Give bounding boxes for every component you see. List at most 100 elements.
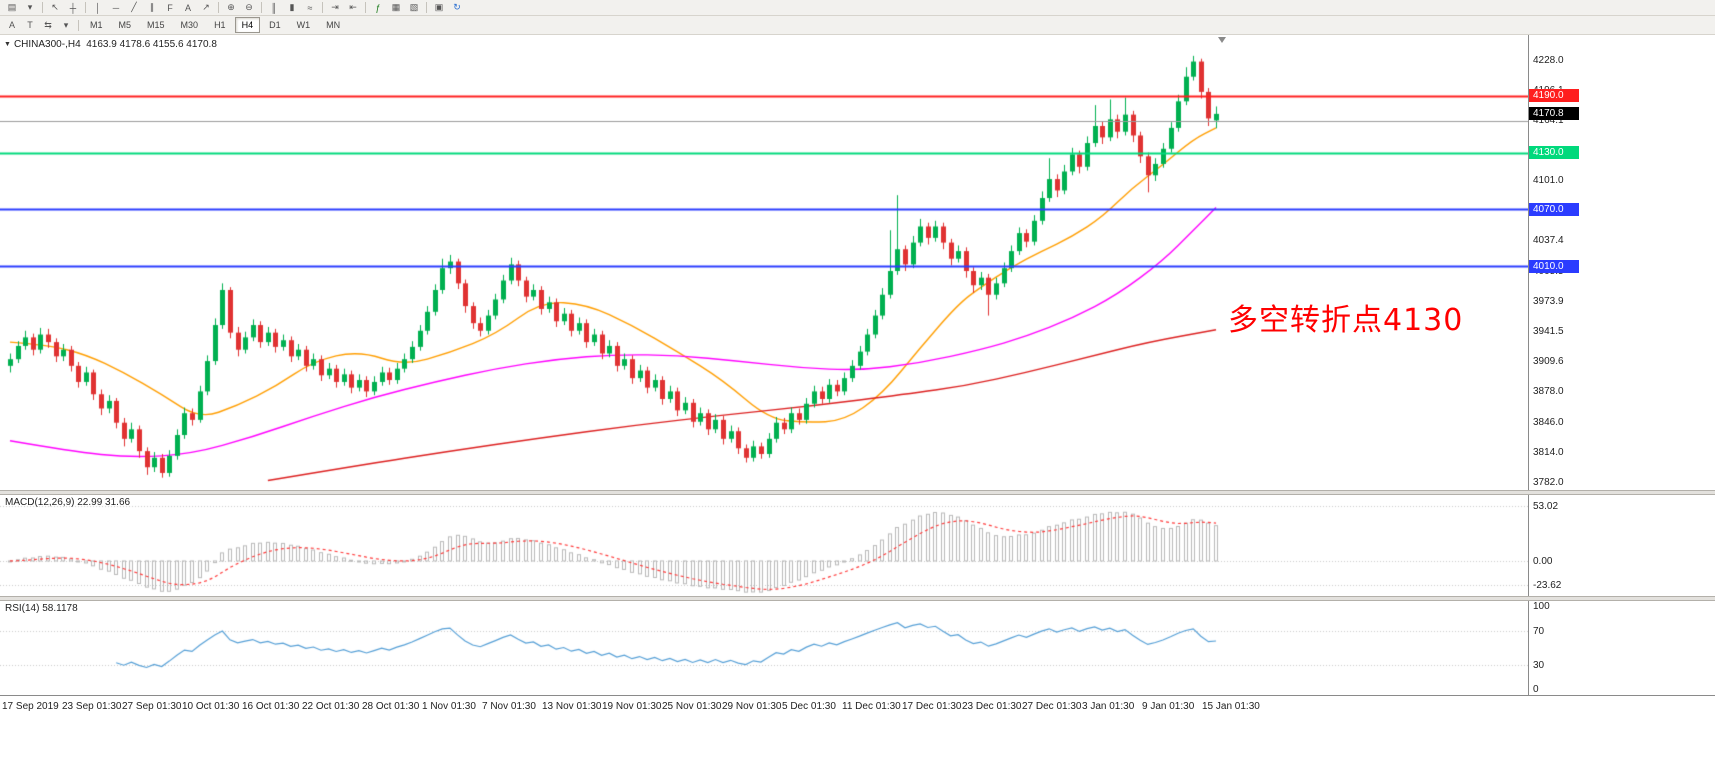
chart-window: ▼ CHINA300-,H4 4163.9 4178.6 4155.6 4170.… xyxy=(0,35,1715,721)
chart-shift-marker[interactable] xyxy=(1218,37,1226,43)
price-tick: 3909.6 xyxy=(1533,356,1564,368)
timeframe-w1[interactable]: W1 xyxy=(296,20,311,30)
rsi-tick: 30 xyxy=(1533,660,1545,672)
text-label-tool[interactable]: A xyxy=(8,20,15,30)
time-axis[interactable]: 17 Sep 2019 23 Sep 01:30 27 Sep 01:30 10 Oc… xyxy=(0,695,1715,721)
chart-collapse-icon[interactable]: ▼ xyxy=(4,41,11,48)
macd-axis[interactable]: 53.02 0.00 -23.62 xyxy=(1528,495,1715,596)
chart-shift-button[interactable]: ⇤ xyxy=(349,2,357,12)
rsi-label: RSI(14) 58.1178 xyxy=(5,603,78,614)
time-tick: 29 Nov 01:30 xyxy=(722,701,782,712)
cursor-tool[interactable]: ↖ xyxy=(51,2,59,12)
price-tick: 3846.0 xyxy=(1533,416,1564,428)
main-chart-panel: ▼ CHINA300-,H4 4163.9 4178.6 4155.6 4170.… xyxy=(0,35,1715,490)
macd-tick: 0.00 xyxy=(1533,555,1553,567)
horizontal-line-tool[interactable]: ─ xyxy=(112,2,120,13)
panel-splitter[interactable] xyxy=(0,490,1715,495)
timeframe-mn[interactable]: MN xyxy=(326,20,341,30)
line-chart-button[interactable]: ≈ xyxy=(307,2,313,13)
fibonacci-tool[interactable]: F xyxy=(167,2,173,13)
macd-tick: 53.02 xyxy=(1533,501,1559,513)
toolbar-objects-group: A T ⇆ ▾ xyxy=(3,19,75,32)
rsi-tick: 70 xyxy=(1533,625,1545,637)
new-chart-dropdown[interactable]: ▾ xyxy=(27,2,33,12)
arrows-tool[interactable]: ↗ xyxy=(202,2,210,12)
refresh-button[interactable]: ↻ xyxy=(453,2,461,12)
candlestick-chart-button[interactable]: ▮ xyxy=(289,2,295,12)
panel-splitter[interactable] xyxy=(0,596,1715,601)
chart-symbol-period: CHINA300-,H4 xyxy=(13,39,81,50)
timeframe-bar: M1 M5 M15 M30 H1 H4 D1 W1 MN xyxy=(82,17,348,33)
macd-canvas[interactable] xyxy=(0,495,1528,596)
time-tick: 15 Jan 01:30 xyxy=(1202,701,1260,712)
time-tick: 1 Nov 01:30 xyxy=(422,701,476,712)
price-tick: 4164.1 xyxy=(1533,115,1564,127)
auto-scroll-button[interactable]: ⇥ xyxy=(331,2,339,12)
vertical-line-tool[interactable]: │ xyxy=(95,2,101,13)
rsi-canvas[interactable] xyxy=(0,601,1528,695)
macd-tick: -23.62 xyxy=(1533,580,1562,592)
price-badge: 4130.0 xyxy=(1529,146,1579,160)
text-box-tool[interactable]: T xyxy=(27,20,33,30)
macd-label: MACD(12,26,9) 22.99 31.66 xyxy=(5,497,131,508)
chart-annotation[interactable]: 多空转折点4130 xyxy=(1228,303,1464,338)
timeframe-d1[interactable]: D1 xyxy=(269,20,281,30)
timeframe-m1[interactable]: M1 xyxy=(90,20,103,30)
objects-dropdown[interactable]: ▾ xyxy=(63,19,69,30)
chart-title: ▼ CHINA300-,H4 4163.9 4178.6 4155.6 4170.… xyxy=(4,39,217,50)
toolbar-separator xyxy=(85,2,86,13)
rsi-axis[interactable]: 100 70 30 0 xyxy=(1528,601,1715,695)
time-tick: 28 Oct 01:30 xyxy=(362,701,420,712)
text-tool[interactable]: A xyxy=(184,2,191,13)
zoom-out-button[interactable]: ⊖ xyxy=(245,2,253,12)
price-badge: 4190.0 xyxy=(1529,89,1579,103)
empty-area xyxy=(0,722,1715,781)
toolbar-separator xyxy=(261,2,262,13)
price-tick: 3782.0 xyxy=(1533,477,1564,489)
toolbar-separator xyxy=(218,2,219,13)
rsi-panel: RSI(14) 58.1178 100 70 30 0 xyxy=(0,601,1715,695)
time-tick: 23 Sep 01:30 xyxy=(62,701,122,712)
toolbar-separator xyxy=(426,2,427,13)
price-tick: 3973.9 xyxy=(1533,295,1564,307)
toolbar-separator xyxy=(322,2,323,13)
price-tick: 3941.5 xyxy=(1533,326,1564,338)
channel-tool[interactable]: ∥ xyxy=(149,2,155,12)
time-tick: 16 Oct 01:30 xyxy=(242,701,300,712)
toolbar-separator xyxy=(78,19,79,31)
new-chart-button[interactable]: ▤ xyxy=(7,2,17,12)
bar-chart-button[interactable]: ║ xyxy=(270,2,278,13)
time-tick: 17 Dec 01:30 xyxy=(902,701,962,712)
chart-ohlc-values: 4163.9 4178.6 4155.6 4170.8 xyxy=(86,39,217,50)
timeframe-m30[interactable]: M30 xyxy=(180,20,199,30)
templates-button[interactable]: ▧ xyxy=(409,2,419,12)
price-badge: 4070.0 xyxy=(1529,202,1579,216)
timeframe-m5[interactable]: M5 xyxy=(118,20,132,30)
crosshair-tool[interactable]: ┼ xyxy=(69,2,77,13)
macd-panel: MACD(12,26,9) 22.99 31.66 53.02 0.00 -23.6… xyxy=(0,495,1715,596)
price-badge: 4170.8 xyxy=(1529,107,1579,121)
price-axis[interactable]: 4228.04196.14164.14132.24101.04069.14037… xyxy=(1528,35,1715,490)
timeframe-h4[interactable]: H4 xyxy=(234,17,261,33)
trendline-tool[interactable]: ╱ xyxy=(131,2,137,12)
objects-tool[interactable]: ⇆ xyxy=(44,19,52,30)
time-tick: 27 Sep 01:30 xyxy=(122,701,182,712)
rsi-tick: 0 xyxy=(1533,684,1539,695)
timeframe-m15[interactable]: M15 xyxy=(147,20,165,30)
periods-button[interactable]: ▦ xyxy=(391,2,401,12)
time-tick: 11 Dec 01:30 xyxy=(842,701,901,712)
indicators-button[interactable]: ƒ xyxy=(375,2,381,13)
time-tick: 7 Nov 01:30 xyxy=(482,701,536,712)
time-tick: 5 Dec 01:30 xyxy=(782,701,836,712)
price-tick: 3814.0 xyxy=(1533,447,1564,459)
tile-windows-button[interactable]: ▣ xyxy=(434,2,444,12)
zoom-in-button[interactable]: ⊕ xyxy=(227,2,235,12)
price-tick: 4037.4 xyxy=(1533,235,1564,247)
timeframe-h1[interactable]: H1 xyxy=(214,20,226,30)
time-tick: 22 Oct 01:30 xyxy=(302,701,360,712)
toolbar-standard: ▤ ▾ ↖ ┼ │ ─ ╱ ∥ F A ↗ ⊕ ⊖ ║ ▮ ≈ ⇥ ⇤ ƒ ▦ ▧ ▣ ↻ xyxy=(0,0,1715,16)
price-tick: 4228.0 xyxy=(1533,54,1564,66)
main-chart-canvas[interactable] xyxy=(0,35,1528,490)
price-tick: 3878.0 xyxy=(1533,386,1564,398)
price-tick: 4101.0 xyxy=(1533,175,1564,187)
